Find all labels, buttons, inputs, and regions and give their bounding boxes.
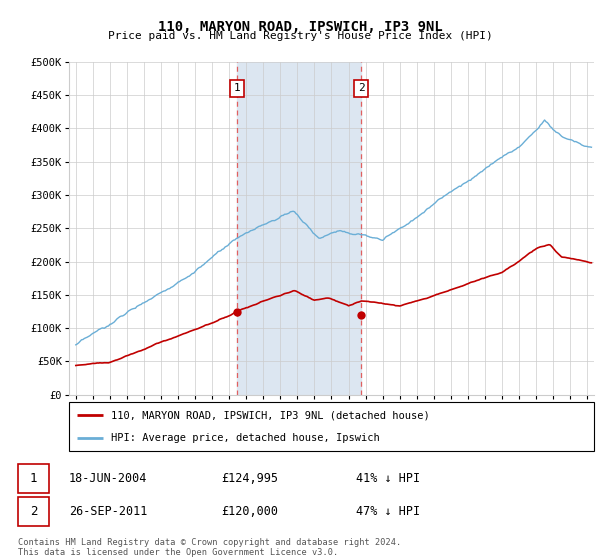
Text: Price paid vs. HM Land Registry's House Price Index (HPI): Price paid vs. HM Land Registry's House …	[107, 31, 493, 41]
Text: 1: 1	[30, 472, 37, 485]
Text: £120,000: £120,000	[221, 505, 278, 519]
FancyBboxPatch shape	[18, 464, 49, 493]
FancyBboxPatch shape	[69, 402, 594, 451]
Text: 110, MARYON ROAD, IPSWICH, IP3 9NL: 110, MARYON ROAD, IPSWICH, IP3 9NL	[158, 20, 442, 34]
Text: Contains HM Land Registry data © Crown copyright and database right 2024.
This d: Contains HM Land Registry data © Crown c…	[18, 538, 401, 557]
Text: 26-SEP-2011: 26-SEP-2011	[69, 505, 147, 519]
Text: HPI: Average price, detached house, Ipswich: HPI: Average price, detached house, Ipsw…	[111, 433, 380, 443]
Text: £124,995: £124,995	[221, 472, 278, 485]
Text: 110, MARYON ROAD, IPSWICH, IP3 9NL (detached house): 110, MARYON ROAD, IPSWICH, IP3 9NL (deta…	[111, 410, 430, 421]
Text: 47% ↓ HPI: 47% ↓ HPI	[356, 505, 421, 519]
Text: 2: 2	[30, 505, 37, 519]
Text: 41% ↓ HPI: 41% ↓ HPI	[356, 472, 421, 485]
Bar	[237, 62, 361, 395]
FancyBboxPatch shape	[18, 497, 49, 526]
Text: 1: 1	[234, 83, 241, 94]
Text: 2: 2	[358, 83, 364, 94]
Text: 18-JUN-2004: 18-JUN-2004	[69, 472, 147, 485]
